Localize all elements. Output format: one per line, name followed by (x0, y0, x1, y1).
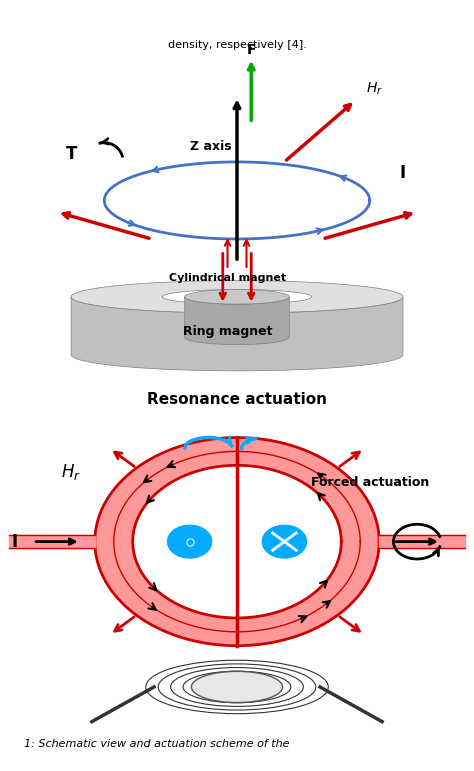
Text: Ring magnet: Ring magnet (183, 325, 272, 338)
Polygon shape (185, 290, 289, 304)
Ellipse shape (191, 672, 283, 702)
Text: density, respectively [4].: density, respectively [4]. (168, 41, 306, 50)
Polygon shape (71, 297, 403, 371)
Text: F: F (246, 43, 256, 57)
Circle shape (263, 526, 306, 557)
Text: Cylindrical magnet: Cylindrical magnet (169, 273, 286, 282)
Text: I: I (400, 164, 406, 183)
Text: 1: Schematic view and actuation scheme of the: 1: Schematic view and actuation scheme o… (24, 739, 289, 749)
Polygon shape (163, 290, 312, 304)
Text: Resonance actuation: Resonance actuation (147, 392, 327, 407)
Text: T: T (65, 145, 77, 163)
Text: $H_r$: $H_r$ (61, 463, 81, 482)
Text: Forced actuation: Forced actuation (310, 476, 429, 489)
Polygon shape (133, 466, 341, 618)
Text: I: I (11, 533, 17, 550)
Polygon shape (95, 438, 379, 645)
Text: Z axis: Z axis (190, 140, 232, 153)
Circle shape (168, 526, 211, 557)
Text: $H_r$: $H_r$ (366, 80, 383, 97)
Polygon shape (71, 281, 403, 313)
Polygon shape (185, 297, 289, 345)
